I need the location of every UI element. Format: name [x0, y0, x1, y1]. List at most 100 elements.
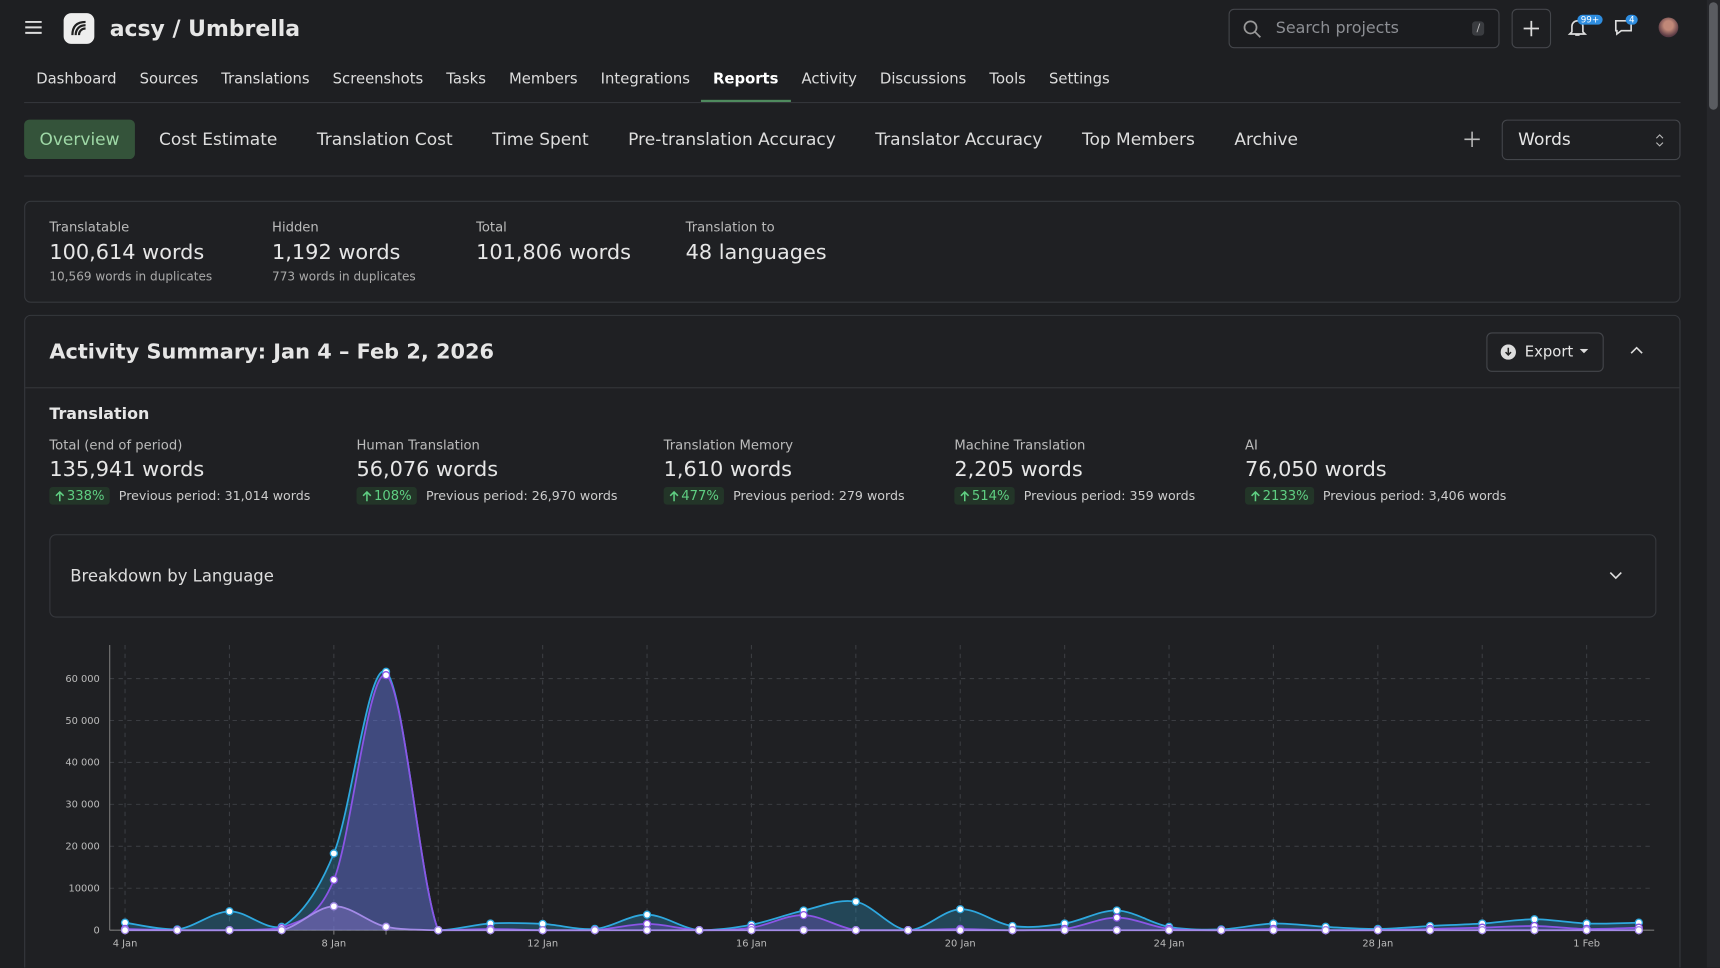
- data-point: [799, 910, 808, 920]
- data-point: [1582, 926, 1591, 935]
- data-point: [225, 926, 234, 935]
- x-tick-label: 8 Jan: [322, 939, 347, 950]
- menu-button[interactable]: [24, 19, 44, 37]
- notifications-badge: 99+: [1577, 14, 1603, 25]
- nav-tab[interactable]: Tools: [989, 70, 1026, 88]
- report-tab[interactable]: Translation Cost: [316, 129, 453, 150]
- project-title[interactable]: acsy / Umbrella: [109, 15, 301, 42]
- collapse-button[interactable]: [1630, 346, 1643, 355]
- report-tab[interactable]: Top Members: [1081, 129, 1195, 150]
- metric-label: Machine Translation: [954, 437, 1086, 454]
- x-tick-label: 12 Jan: [527, 939, 558, 950]
- avatar[interactable]: [1658, 17, 1679, 38]
- metric-label: AI: [1245, 437, 1258, 454]
- nav-tab[interactable]: Settings: [1048, 70, 1110, 88]
- data-point: [329, 902, 339, 911]
- x-tick-label: 16 Jan: [736, 939, 767, 950]
- data-point: [1634, 926, 1643, 935]
- activity-panel: Activity Summary: Jan 4 – Feb 2, 2026 Ex…: [24, 314, 1681, 968]
- export-button[interactable]: Export: [1486, 332, 1604, 372]
- unit-select-value: Words: [1518, 129, 1571, 150]
- nav-tab[interactable]: Sources: [139, 70, 199, 88]
- nav-tab[interactable]: Reports: [701, 68, 791, 103]
- nav-tab[interactable]: Translations: [221, 70, 310, 88]
- scrollbar[interactable]: [1706, 0, 1720, 968]
- unit-select[interactable]: Words: [1501, 119, 1681, 161]
- data-point: [1164, 926, 1174, 935]
- add-report-button[interactable]: [1463, 131, 1481, 149]
- x-tick-label: 20 Jan: [945, 939, 976, 950]
- change-value: 338%: [66, 488, 105, 504]
- data-point: [329, 875, 339, 885]
- change-value: 477%: [681, 488, 719, 504]
- stat-label: Translation to: [685, 219, 775, 235]
- nav-tab[interactable]: Members: [508, 70, 578, 88]
- stat-value: 1,192 words: [272, 240, 401, 265]
- change-badge: 108%: [356, 487, 418, 505]
- data-point: [173, 926, 182, 935]
- nav-tab[interactable]: Integrations: [600, 70, 690, 88]
- nav-tab[interactable]: Discussions: [879, 70, 967, 88]
- y-tick-label: 40 000: [65, 758, 100, 769]
- data-point: [1425, 926, 1435, 935]
- data-point: [381, 922, 391, 932]
- report-tab[interactable]: Pre-translation Accuracy: [628, 129, 836, 150]
- stat-value: 100,614 words: [49, 240, 205, 265]
- data-point: [1112, 913, 1122, 922]
- stat-value: 101,806 words: [476, 240, 631, 265]
- report-tab[interactable]: Time Spent: [492, 129, 589, 150]
- nav-tab[interactable]: Activity: [801, 70, 857, 88]
- change-value: 2133%: [1262, 488, 1309, 504]
- data-point: [747, 926, 756, 935]
- data-point: [1478, 926, 1487, 935]
- metric-change-row: 2133% Previous period: 3,406 words: [1245, 487, 1506, 505]
- data-point: [1530, 915, 1539, 924]
- x-tick-label: 4 Jan: [113, 939, 138, 950]
- add-button[interactable]: [1511, 8, 1552, 49]
- nav-tab[interactable]: Screenshots: [332, 70, 424, 88]
- change-value: 108%: [374, 488, 412, 504]
- data-point: [1269, 926, 1278, 935]
- divider: [24, 102, 1681, 104]
- logo[interactable]: [63, 13, 95, 44]
- y-tick-label: 0: [94, 925, 100, 936]
- data-point: [956, 926, 965, 935]
- data-point: [903, 926, 913, 935]
- y-tick-label: 50 000: [65, 716, 100, 727]
- search-box[interactable]: Search projects /: [1228, 8, 1500, 49]
- divider: [25, 387, 1680, 389]
- metric-change-row: 338% Previous period: 31,014 words: [49, 487, 310, 505]
- breakdown-panel[interactable]: Breakdown by Language: [49, 534, 1657, 618]
- main-nav: Dashboard Sources Translations Screenshots T…: [36, 68, 1110, 103]
- data-point: [1112, 906, 1122, 915]
- activity-title: Activity Summary: Jan 4 – Feb 2, 2026: [49, 340, 495, 365]
- data-point: [642, 926, 652, 935]
- metric-label: Human Translation: [356, 437, 480, 454]
- data-point: [1373, 926, 1383, 935]
- scroll-thumb[interactable]: [1709, 2, 1718, 110]
- section-title: Translation: [49, 405, 150, 424]
- nav-tab[interactable]: Tasks: [446, 70, 486, 88]
- change-value: 514%: [971, 488, 1010, 504]
- previous-period: Previous period: 31,014 words: [118, 488, 311, 504]
- data-point: [277, 926, 286, 935]
- report-tab[interactable]: Cost Estimate: [159, 129, 278, 150]
- data-point: [120, 926, 130, 935]
- metric-value: 2,205 words: [954, 457, 1083, 482]
- stat-note: 773 words in duplicates: [272, 269, 416, 284]
- data-point: [590, 926, 600, 935]
- y-tick-label: 20 000: [65, 842, 100, 853]
- metric-change-row: 108% Previous period: 26,970 words: [356, 487, 618, 505]
- nav-tab[interactable]: Dashboard: [36, 70, 117, 88]
- search-shortcut: /: [1472, 21, 1485, 36]
- report-tab[interactable]: Overview: [24, 119, 135, 160]
- previous-period: Previous period: 26,970 words: [425, 488, 618, 504]
- report-tab[interactable]: Archive: [1234, 129, 1298, 150]
- data-point: [851, 926, 861, 935]
- metric-value: 1,610 words: [663, 457, 793, 482]
- breakdown-title: Breakdown by Language: [70, 566, 274, 586]
- y-tick-label: 30 000: [65, 800, 100, 811]
- report-tab[interactable]: Translator Accuracy: [875, 129, 1043, 150]
